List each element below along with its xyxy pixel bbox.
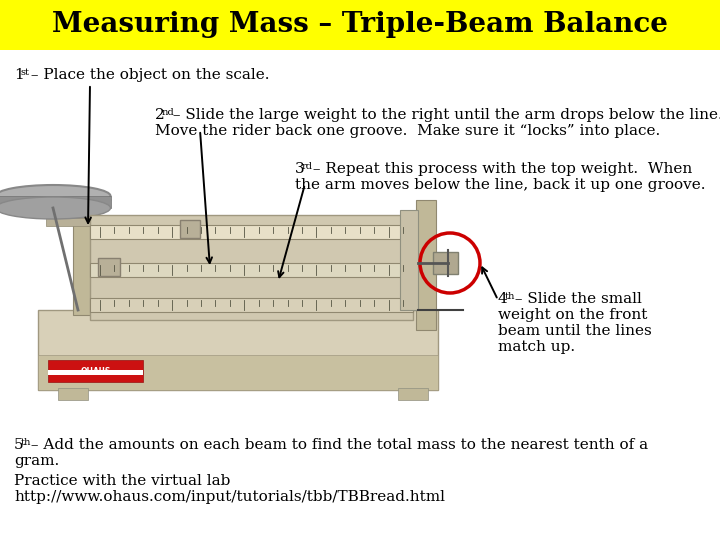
Bar	[38, 355, 438, 390]
Bar	[46, 218, 91, 226]
Text: Practice with the virtual lab: Practice with the virtual lab	[14, 474, 230, 488]
Bar	[58, 388, 88, 400]
Text: rd: rd	[302, 162, 312, 171]
Bar	[0, 196, 111, 208]
Ellipse shape	[0, 197, 110, 219]
Text: 1: 1	[14, 68, 24, 82]
Text: – Repeat this process with the top weight.  When: – Repeat this process with the top weigh…	[307, 162, 692, 176]
Bar	[90, 298, 413, 312]
Bar	[0, 0, 720, 50]
Text: 2: 2	[155, 108, 165, 122]
Text: th: th	[20, 438, 31, 447]
Text: Move the rider back one groove.  Make sure it “locks” into place.: Move the rider back one groove. Make sur…	[155, 124, 660, 138]
Text: st: st	[20, 68, 30, 77]
Text: http://www.ohaus.com/input/tutorials/tbb/TBBread.html: http://www.ohaus.com/input/tutorials/tbb…	[14, 490, 445, 504]
Text: the arm moves below the line, back it up one groove.: the arm moves below the line, back it up…	[295, 178, 706, 192]
Bar	[90, 225, 413, 239]
Bar	[180, 220, 200, 238]
Text: 3: 3	[295, 162, 305, 176]
Ellipse shape	[0, 189, 110, 211]
Bar	[90, 263, 413, 277]
Text: – Place the object on the scale.: – Place the object on the scale.	[27, 68, 270, 82]
Text: – Slide the small: – Slide the small	[510, 292, 642, 306]
Bar	[398, 388, 428, 400]
Text: Measuring Mass – Triple-Beam Balance: Measuring Mass – Triple-Beam Balance	[52, 11, 668, 38]
Bar	[38, 310, 438, 390]
Text: OHAUS: OHAUS	[81, 367, 111, 375]
Text: – Add the amounts on each beam to find the total mass to the nearest tenth of a: – Add the amounts on each beam to find t…	[27, 438, 649, 452]
Text: th: th	[505, 292, 515, 301]
Text: 5: 5	[14, 438, 24, 452]
Bar	[48, 360, 143, 382]
Text: match up.: match up.	[498, 340, 575, 354]
Bar	[90, 215, 413, 320]
Text: beam until the lines: beam until the lines	[498, 324, 652, 338]
Bar	[98, 258, 120, 276]
Bar	[48, 370, 143, 375]
Text: – Slide the large weight to the right until the arm drops below the line.: – Slide the large weight to the right un…	[168, 108, 720, 122]
Text: weight on the front: weight on the front	[498, 308, 647, 322]
Ellipse shape	[0, 185, 110, 207]
Bar	[416, 200, 436, 330]
Text: 4: 4	[498, 292, 508, 306]
Bar	[400, 210, 418, 310]
Text: nd: nd	[161, 108, 174, 117]
Bar	[73, 200, 91, 315]
Bar	[433, 252, 458, 274]
Text: gram.: gram.	[14, 454, 59, 468]
